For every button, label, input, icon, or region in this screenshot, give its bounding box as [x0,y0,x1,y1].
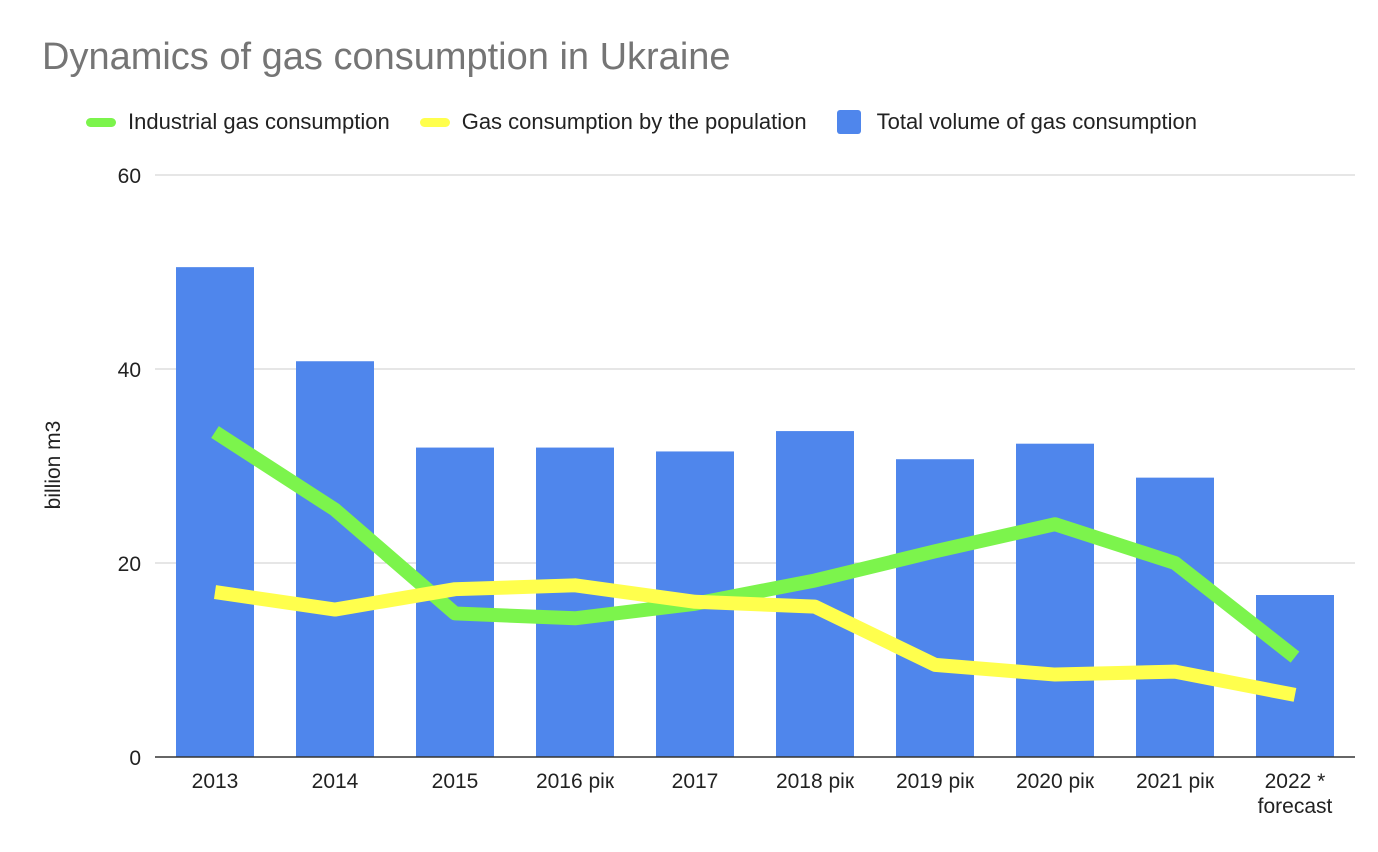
point-gas-consumption-by-the-population-2014 [335,609,336,610]
legend-label-population: Gas consumption by the population [461,109,807,134]
x-tick-label-2022-forecast: 2022 * forecast [1258,770,1333,818]
legend-item-industrial: Industrial gas consumption [86,109,390,135]
x-tick-label-2015: 2015 [432,770,479,793]
x-tick-label-2020: 2020 рік [1016,770,1095,793]
legend-swatch-total [836,110,861,134]
bar-2015 [416,447,494,757]
legend-item-total: Total volume of gas consumption [836,109,1197,135]
x-tick-label-2016: 2016 рік [536,770,615,793]
point-gas-consumption-by-the-population-2018 [815,606,816,607]
line-series [211,426,1300,702]
point-industrial-gas-consumption-2019 [935,551,936,552]
x-tick-label-2021: 2021 рік [1136,770,1215,793]
point-gas-consumption-by-the-population-2016 [575,585,576,586]
x-tick-label-2018: 2018 рік [776,770,855,793]
point-gas-consumption-by-the-population-2015 [455,589,456,590]
y-tick-label-40: 40 [118,359,141,382]
bar-2014 [296,361,374,757]
point-gas-consumption-by-the-population-2022-forecast [1295,694,1296,695]
bar-2021 [1136,477,1214,757]
point-industrial-gas-consumption-2020 [1055,524,1056,525]
point-gas-consumption-by-the-population-2020 [1055,674,1056,675]
y-axis-label: billion m3 [42,421,65,510]
chart-title: Dynamics of gas consumption in Ukraine [42,36,731,78]
y-tick-label-0: 0 [129,747,141,770]
bar-2013 [176,267,254,757]
point-industrial-gas-consumption-2021 [1175,563,1176,564]
bar-2018 [776,431,854,757]
y-tick-label-60: 60 [118,165,141,188]
point-industrial-gas-consumption-2013 [215,432,216,433]
legend-label-total: Total volume of gas consumption [876,109,1197,134]
chart-legend: Industrial gas consumption Gas consumpti… [86,104,1227,140]
legend-item-population: Gas consumption by the population [419,109,807,135]
point-gas-consumption-by-the-population-2017 [695,601,696,602]
point-gas-consumption-by-the-population-2021 [1175,671,1176,672]
bar-series-total [176,267,1334,757]
legend-label-industrial: Industrial gas consumption [128,109,390,134]
bar-2022-forecast [1256,595,1334,757]
x-tick-label-2013: 2013 [192,770,239,793]
point-gas-consumption-by-the-population-2013 [215,592,216,593]
point-industrial-gas-consumption-2022-forecast [1295,657,1296,658]
line-gas-consumption-by-the-population [213,578,1297,702]
y-axis-ticks: 0 20 40 60 [118,165,141,770]
bar-2020 [1016,443,1094,757]
bar-2016 [536,447,614,757]
line-industrial-gas-consumption [211,426,1300,663]
legend-swatch-industrial [86,117,116,127]
point-gas-consumption-by-the-population-2019 [935,664,936,665]
point-industrial-gas-consumption-2018 [815,580,816,581]
point-industrial-gas-consumption-2014 [335,509,336,510]
point-industrial-gas-consumption-2016 [575,618,576,619]
x-axis-ticks: 2013 2014 2015 2016 рік 2017 2018 рік 2019 рік… [192,770,1333,818]
x-tick-label-2019: 2019 рік [896,770,975,793]
legend-swatch-population [419,117,450,127]
x-tick-label-2017: 2017 [672,770,719,793]
x-tick-label-2014: 2014 [312,770,359,793]
point-industrial-gas-consumption-2015 [455,613,456,614]
y-tick-label-20: 20 [118,553,141,576]
bar-2019 [896,459,974,757]
